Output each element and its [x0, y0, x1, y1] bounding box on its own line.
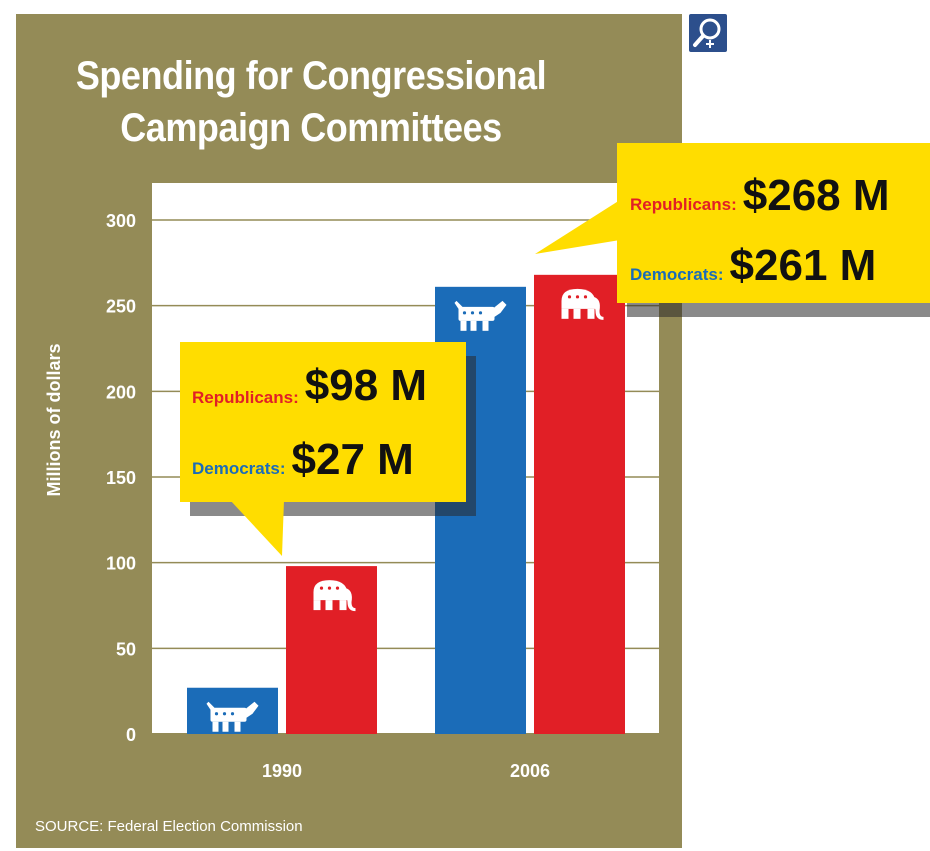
callout-1990: Republicans: $98 M Democrats: $27 M	[180, 342, 476, 556]
donkey-icon	[454, 300, 507, 331]
y-ticks: 0 50 100 150 200 250 300	[106, 211, 136, 745]
callout-republicans-label: Republicans:	[192, 388, 299, 407]
y-axis-label: Millions of dollars	[44, 343, 64, 496]
y-tick-label: 100	[106, 554, 136, 574]
callout-republicans-value: $268 M	[743, 171, 890, 220]
y-tick-label: 300	[106, 211, 136, 231]
source-note: SOURCE: Federal Election Commission	[35, 818, 303, 835]
x-tick-label: 2006	[510, 761, 550, 781]
callout-republicans-label: Republicans:	[630, 195, 737, 214]
callout-box	[180, 342, 466, 502]
y-tick-label: 0	[126, 725, 136, 745]
callout-democrats-label: Democrats:	[192, 459, 286, 478]
callout-democrats-value: $27 M	[292, 435, 414, 484]
magnifier-zoom-icon	[693, 18, 721, 48]
y-tick-label: 150	[106, 468, 136, 488]
callout-democrats-value: $261 M	[730, 241, 877, 290]
bar-republicans-2006	[534, 274, 625, 734]
elephant-icon	[561, 288, 604, 320]
donkey-icon	[206, 701, 259, 732]
y-tick-label: 250	[106, 297, 136, 317]
x-ticks: 1990 2006	[262, 761, 550, 781]
chart-title: Spending for Congressional Campaign Comm…	[75, 54, 547, 150]
callout-republicans-value: $98 M	[305, 361, 427, 410]
zoom-button[interactable]	[689, 14, 727, 52]
x-tick-label: 1990	[262, 761, 302, 781]
callout-pointer	[230, 500, 284, 556]
callout-pointer	[535, 200, 620, 254]
callout-2006: Republicans: $268 M Democrats: $261 M	[535, 143, 930, 317]
callout-box	[617, 143, 930, 303]
bars	[187, 274, 625, 734]
y-tick-label: 200	[106, 382, 136, 402]
elephant-icon	[313, 580, 356, 612]
y-tick-label: 50	[116, 639, 136, 659]
callout-democrats-label: Democrats:	[630, 265, 724, 284]
